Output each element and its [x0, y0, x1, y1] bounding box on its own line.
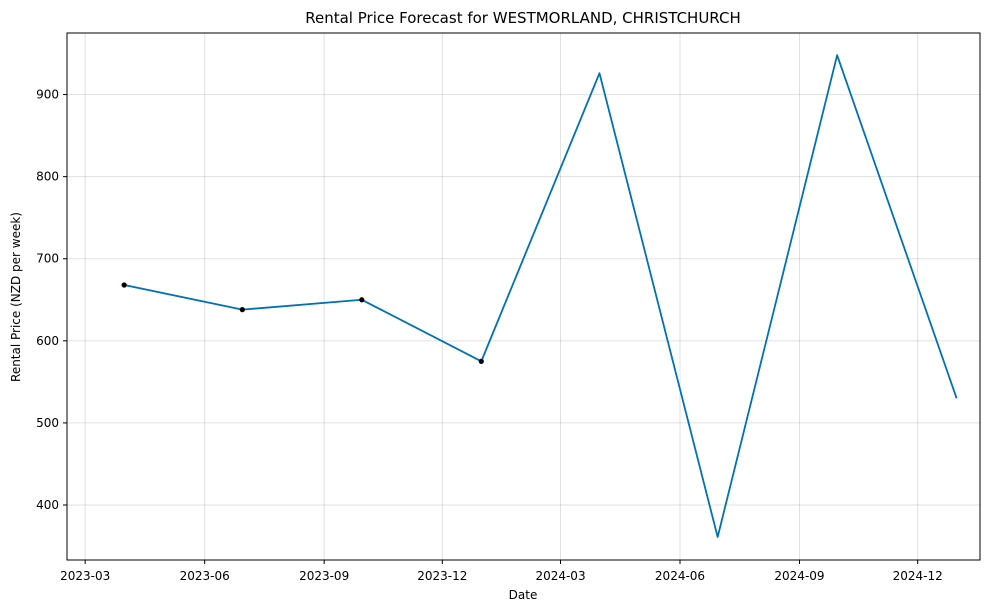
y-tick-label: 900 [36, 88, 59, 102]
observed-points [121, 282, 484, 364]
x-axis-label: Date [509, 588, 538, 602]
forecast-series-line [123, 54, 958, 538]
y-axis-ticks: 400 500 600 700 800 900 [36, 88, 67, 512]
x-tick-label: 2024-09 [774, 569, 824, 583]
x-tick-label: 2024-06 [655, 569, 705, 583]
observed-data-point [239, 307, 245, 313]
y-tick-label: 700 [36, 252, 59, 266]
observed-data-point [121, 282, 127, 288]
y-axis-label: Rental Price (NZD per week) [9, 212, 23, 382]
observed-data-point [359, 297, 365, 303]
y-tick-label: 500 [36, 416, 59, 430]
grid-lines [67, 33, 980, 560]
chart-title: Rental Price Forecast for WESTMORLAND, C… [305, 9, 740, 27]
x-tick-label: 2023-03 [60, 569, 110, 583]
y-tick-label: 800 [36, 170, 59, 184]
plot-frame [66, 32, 981, 561]
x-tick-label: 2023-12 [417, 569, 467, 583]
x-tick-label: 2023-06 [180, 569, 230, 583]
x-tick-label: 2023-09 [299, 569, 349, 583]
x-tick-label: 2024-12 [893, 569, 943, 583]
series-layer [123, 54, 958, 538]
x-axis-ticks: 2023-03 2023-06 2023-09 2023-12 2024-03 2024-… [60, 560, 943, 583]
x-tick-label: 2024-03 [535, 569, 585, 583]
observed-data-point [478, 358, 484, 364]
y-tick-label: 600 [36, 334, 59, 348]
axes [66, 32, 981, 561]
y-tick-label: 400 [36, 498, 59, 512]
